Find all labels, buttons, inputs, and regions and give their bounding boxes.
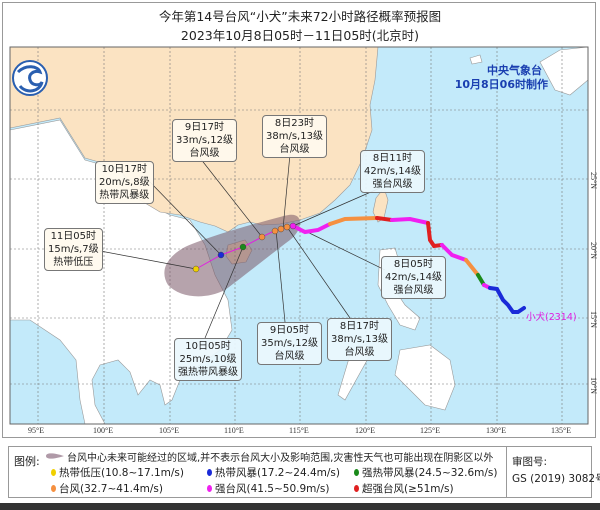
lon-label: 95°E [28,426,45,435]
magenta-dot-icon [207,485,212,492]
callout-9d17: 9日17时 33m/s,12级 台风级 [172,119,237,162]
green-dot-icon [354,469,359,476]
figure-frame [2,2,596,438]
legend-cone-text: 台风中心未来可能经过的区域,并不表示台风大小及影响范围,灾害性天气也可能出现在阴… [67,453,494,464]
point-8d23[interactable] [277,225,285,233]
lon-label: 110°E [224,426,244,435]
point-10d17[interactable] [217,251,225,259]
lat-label: 25°N [589,172,598,189]
callout-10d17: 10日17时 20m/s,8级 热带风暴级 [95,161,154,204]
legend-item-sts: 强热带风暴(24.5~32.6m/s) [354,465,498,480]
callout-9d05: 9日05时 35m/s,12级 台风级 [257,322,322,365]
point-9d17[interactable] [258,233,266,241]
legend-item-ts: 热带风暴(17.2~24.4m/s) [207,465,340,480]
legend-item-sty: 强台风(41.5~50.9m/s) [207,481,330,496]
land-japan [469,47,588,96]
callout-8d05: 8日05时 42m/s,14级 强台风级 [381,256,446,299]
issued-time: 10月8日06时制作 [454,78,548,91]
point-8d05[interactable] [289,222,297,230]
cone-swatch-icon [46,453,64,459]
callout-11d05: 11日05时 15m/s,7级 热带低压 [44,228,103,271]
legend-item-td: 热带低压(10.8~17.1m/s) [51,465,184,480]
map-frame [9,46,589,425]
point-9d05[interactable] [271,227,279,235]
lon-label: 125°E [420,426,441,435]
cma-logo-icon [12,60,48,96]
callout-8d11: 8日11时 42m/s,14级 强台风级 [360,150,425,193]
callout-10d05: 10日05时 25m/s,10级 强热带风暴级 [174,338,242,381]
map-title: 今年第14号台风“小犬”未来72小时路径概率预报图 [158,9,442,24]
orange-dot-icon [51,485,56,492]
legend-item-ty: 台风(32.7~41.4m/s) [51,481,163,496]
lon-label: 115°E [289,426,309,435]
lat-label: 20°N [589,242,598,259]
blue-dot-icon [207,469,212,476]
legend-label: 图例: [14,455,40,468]
approval-number: GS (2019) 3082号 [512,473,600,485]
lon-label: 100°E [93,426,114,435]
red-dot-icon [354,485,359,492]
legend: 图例: 台风中心未来可能经过的区域,并不表示台风大小及影响范围,灾害性天气也可能… [8,446,600,498]
yellow-dot-icon [51,469,56,476]
map-subtitle: 2023年10月8日05时－11日05时(北京时) [180,28,420,43]
lon-label: 135°E [551,426,572,435]
point-10d05[interactable] [239,243,247,251]
point-8d17[interactable] [283,223,291,231]
lon-label: 130°E [486,426,507,435]
agency-name: 中央气象台 [487,64,542,77]
callout-8d17: 8日17时 38m/s,13级 台风级 [327,318,392,361]
approval-label: 审图号: [512,456,548,468]
lon-label: 105°E [159,426,180,435]
legend-item-supty: 超强台风(≥51m/s) [354,481,454,496]
typhoon-name-label: 小犬(2314) [526,312,577,323]
forecast-points [192,222,297,273]
callout-8d23: 8日23时 38m/s,13级 台风级 [262,115,327,158]
lat-label: 15°N [589,311,598,328]
lat-label: 10°N [589,377,598,394]
bottom-bar [0,503,600,510]
lon-label: 120°E [355,426,376,435]
callout-leaders [94,153,386,339]
past-track [291,216,526,314]
point-11d05[interactable] [192,265,200,273]
